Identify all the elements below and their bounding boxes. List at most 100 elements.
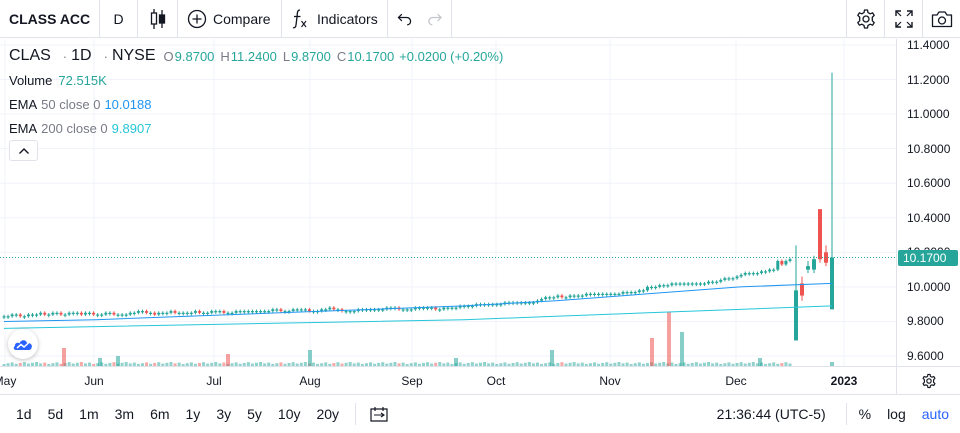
- volume-bar: [369, 362, 373, 366]
- volume-bar: [711, 363, 715, 366]
- logo-button[interactable]: [8, 329, 38, 359]
- candle-body: [116, 314, 120, 316]
- candle-body: [698, 283, 702, 285]
- volume-bar: [308, 350, 312, 366]
- price-tick-label: 10.4000: [907, 210, 951, 225]
- price-tick-label: 9.6000: [907, 349, 944, 363]
- candle-body: [104, 312, 108, 315]
- volume-bar: [764, 364, 768, 366]
- range-button-10y[interactable]: 10y: [277, 406, 301, 422]
- range-button-1m[interactable]: 1m: [79, 406, 99, 422]
- clock[interactable]: 21:36:44 (UTC-5): [716, 406, 826, 422]
- volume-bar: [316, 364, 320, 366]
- candle-body: [197, 311, 201, 313]
- chart-pane[interactable]: [0, 39, 896, 366]
- axis-settings-button[interactable]: [896, 366, 960, 394]
- volume-bar: [515, 362, 519, 366]
- volume-bar: [743, 363, 747, 366]
- symbol-search-button[interactable]: CLASS ACC: [0, 0, 100, 38]
- volume-bar: [254, 362, 258, 366]
- candle-body: [136, 311, 140, 313]
- candle-body: [259, 311, 263, 313]
- candle-body: [438, 309, 442, 311]
- legend-ema50-row[interactable]: EMA 50 close 0 10.0188: [9, 92, 503, 116]
- fullscreen-button[interactable]: [884, 0, 922, 38]
- candle-body: [686, 283, 690, 285]
- indicators-button[interactable]: Indicators: [282, 0, 388, 38]
- volume-bar: [686, 363, 690, 366]
- candle-body: [572, 295, 576, 297]
- volume-bar: [238, 363, 242, 366]
- volume-bar: [169, 362, 173, 366]
- legend-ema200-value: 9.8907: [111, 120, 152, 136]
- range-button-3y[interactable]: 3y: [216, 406, 232, 422]
- volume-bar: [739, 362, 743, 366]
- volume-bar: [556, 363, 560, 366]
- volume-bar: [336, 362, 340, 366]
- interval-button[interactable]: D: [100, 0, 138, 38]
- volume-bar: [462, 363, 466, 366]
- volume-bar: [654, 363, 658, 366]
- candle-body: [751, 273, 755, 275]
- candle-body: [352, 311, 356, 313]
- volume-bar: [544, 363, 548, 366]
- range-button-5y[interactable]: 5y: [247, 406, 262, 422]
- volume-bar: [784, 362, 788, 366]
- volume-bar: [747, 362, 751, 366]
- candle-body: [75, 312, 79, 315]
- candle-body: [735, 276, 739, 279]
- candle-body: [67, 312, 71, 315]
- candle-body: [641, 290, 645, 292]
- candle-body: [552, 297, 556, 299]
- candle-body: [495, 304, 499, 306]
- goto-date-button[interactable]: [364, 406, 394, 422]
- range-button-6m[interactable]: 6m: [150, 406, 170, 422]
- range-button-20y[interactable]: 20y: [316, 406, 340, 422]
- volume-bar: [495, 364, 499, 366]
- range-button-3m[interactable]: 3m: [114, 406, 135, 422]
- volume-bar: [758, 358, 762, 366]
- undo-icon[interactable]: [397, 12, 413, 26]
- volume-bar: [446, 362, 450, 366]
- auto-scale-toggle[interactable]: auto: [921, 406, 949, 422]
- candle-body: [727, 278, 731, 280]
- settings-button[interactable]: [846, 0, 884, 38]
- candle-body: [523, 302, 527, 304]
- log-scale-toggle[interactable]: log: [887, 406, 906, 422]
- candle-body: [731, 278, 735, 280]
- volume-bar: [381, 362, 385, 366]
- candle-body: [303, 309, 307, 311]
- volume-bar: [434, 362, 438, 366]
- volume-bar: [645, 363, 649, 366]
- legend-ema200-label: EMA: [9, 120, 38, 136]
- candle-body: [6, 316, 10, 318]
- snapshot-button[interactable]: [922, 0, 960, 38]
- legend-volume-row[interactable]: Volume 72.515K: [9, 68, 503, 92]
- redo-icon[interactable]: [427, 12, 443, 26]
- volume-bar: [633, 363, 637, 366]
- chart-type-button[interactable]: [138, 0, 178, 38]
- price-axis[interactable]: 11.4000 11.2000 11.0000 10.8000 10.6000 10.40…: [896, 38, 960, 366]
- range-button-1d[interactable]: 1d: [16, 406, 32, 422]
- percent-scale-toggle[interactable]: %: [858, 406, 872, 422]
- range-button-1y[interactable]: 1y: [185, 406, 201, 422]
- candle-body: [63, 314, 67, 316]
- volume-bar: [206, 363, 210, 366]
- range-button-5d[interactable]: 5d: [47, 406, 64, 422]
- compare-button[interactable]: Compare: [178, 0, 282, 38]
- candle-body: [132, 312, 136, 315]
- time-axis[interactable]: May Jun Jul Aug Sep Oct Nov Dec 2023: [0, 366, 896, 394]
- candle-body: [59, 312, 63, 315]
- legend-high-key: H: [220, 48, 230, 64]
- legend-ema200-row[interactable]: EMA 200 close 0 9.8907: [9, 116, 503, 140]
- volume-bar: [26, 363, 30, 366]
- legend-ticker[interactable]: CLAS: [9, 47, 51, 64]
- legend-collapse-button[interactable]: [9, 140, 38, 161]
- volume-bar: [275, 363, 279, 366]
- legend-high: 11.2400: [230, 48, 277, 64]
- volume-bar: [332, 363, 336, 366]
- volume-bar: [340, 363, 344, 366]
- volume-bar: [393, 362, 397, 366]
- candle-body: [173, 311, 177, 313]
- volume-bar: [226, 354, 230, 366]
